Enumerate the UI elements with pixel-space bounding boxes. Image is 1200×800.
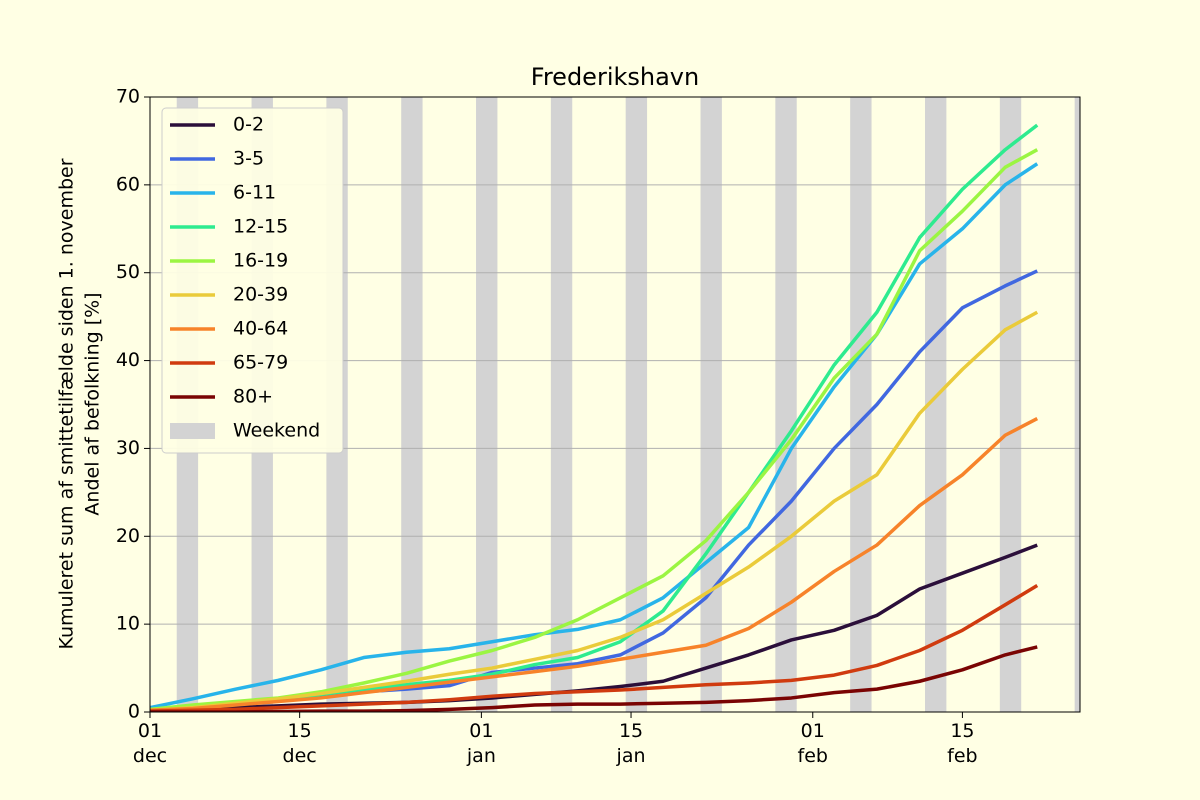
x-tick-label: 15 feb — [947, 720, 978, 767]
plot-area — [150, 97, 1080, 712]
legend-label: 16-19 — [233, 250, 288, 272]
legend-label: 12-15 — [233, 216, 288, 238]
weekend-band — [476, 97, 498, 712]
y-tick-label: 0 — [128, 701, 140, 723]
legend-label: 65-79 — [233, 352, 288, 374]
series-line — [150, 583, 1039, 712]
x-tick-label: 15 jan — [616, 720, 646, 767]
series-line — [150, 645, 1038, 712]
weekend-band — [700, 97, 722, 712]
y-tick-label: 60 — [116, 173, 140, 195]
chart-title: Frederikshavn — [531, 63, 699, 91]
weekend-band — [1074, 97, 1080, 712]
series-line — [150, 162, 1039, 710]
legend-label: 40-64 — [233, 318, 288, 340]
weekend-band — [401, 97, 423, 712]
weekend-band — [775, 97, 797, 712]
y-tick-label: 20 — [116, 525, 140, 547]
plot-frame — [149, 96, 1081, 713]
y-tick-label: 10 — [116, 613, 140, 635]
x-tick-label: 01 dec — [132, 720, 168, 767]
legend-label: 80+ — [233, 386, 273, 408]
series-line — [150, 543, 1038, 712]
x-tick-label: 15 dec — [282, 720, 317, 767]
weekend-band — [925, 97, 947, 712]
legend-label: 20-39 — [233, 284, 288, 306]
legend-label: Weekend — [233, 420, 320, 442]
weekend-band — [625, 97, 648, 712]
legend-label: 3-5 — [233, 148, 264, 170]
y-tick-label: 30 — [116, 437, 140, 459]
y-tick-label: 40 — [116, 349, 140, 371]
legend-label: 6-11 — [233, 182, 276, 204]
y-axis-label: Andel af befolkning [%] — [82, 292, 104, 515]
legend-label: 0-2 — [233, 114, 264, 136]
series-line — [150, 310, 1039, 712]
x-tick-label: 01 feb — [797, 720, 828, 767]
legend-swatch — [170, 423, 215, 439]
y-tick-label: 70 — [116, 86, 140, 108]
series-line — [150, 417, 1039, 712]
x-tick-label: 01 jan — [466, 720, 496, 767]
weekend-band — [550, 97, 573, 712]
y-tick-label: 50 — [116, 261, 140, 283]
y-axis-label: Kumuleret sum af smittetilfælde siden 1.… — [56, 158, 78, 649]
